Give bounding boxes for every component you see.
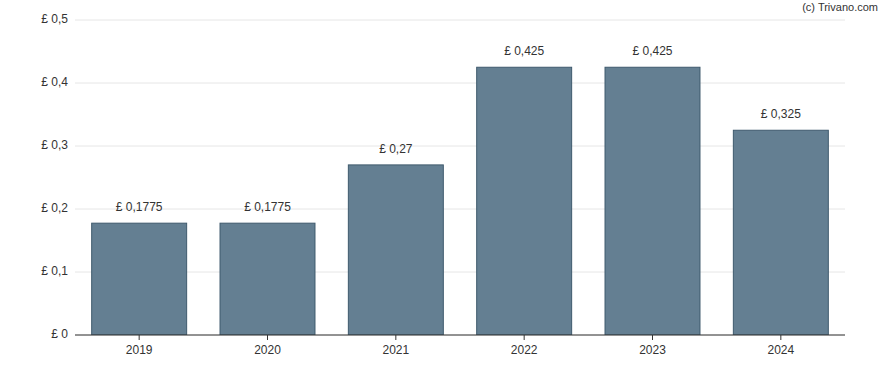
bar <box>605 67 700 335</box>
y-tick-label: £ 0,4 <box>41 75 68 89</box>
data-label: £ 0,1775 <box>244 200 291 214</box>
bar <box>92 223 187 335</box>
data-label: £ 0,425 <box>504 44 544 58</box>
grid-line <box>75 20 845 21</box>
y-tick-label: £ 0,1 <box>41 264 68 278</box>
bar <box>733 130 828 335</box>
data-label: £ 0,27 <box>379 142 413 156</box>
x-tick <box>267 335 268 340</box>
x-tick <box>652 335 653 340</box>
grid-line <box>75 209 845 210</box>
y-axis-line <box>75 20 76 335</box>
bars <box>92 67 829 335</box>
x-tick <box>524 335 525 340</box>
x-tick-label: 2020 <box>254 343 281 357</box>
data-label: £ 0,425 <box>632 44 672 58</box>
data-label: £ 0,1775 <box>116 200 163 214</box>
grid-line <box>75 335 845 336</box>
x-tick <box>139 335 140 340</box>
x-axis-line <box>75 335 845 336</box>
chart: £ 0 £ 0,1 £ 0,2 £ 0,3 £ 0,4 £ 0,5 £ 0,1775 £ 0,… <box>0 0 888 370</box>
credit: (c) Trivano.com <box>802 1 878 13</box>
y-tick-label: £ 0 <box>51 327 68 341</box>
bar <box>477 67 572 335</box>
grid-line <box>75 146 845 147</box>
y-tick-label: £ 0,3 <box>41 138 68 152</box>
data-label: £ 0,325 <box>761 107 801 121</box>
chart-container: £ 0 £ 0,1 £ 0,2 £ 0,3 £ 0,4 £ 0,5 £ 0,1775 £ 0,… <box>0 0 888 370</box>
x-tick-label: 2023 <box>639 343 666 357</box>
x-tick-label: 2019 <box>126 343 153 357</box>
bar <box>220 223 315 335</box>
x-tick-label: 2022 <box>511 343 538 357</box>
y-tick-label: £ 0,2 <box>41 201 68 215</box>
x-tick-label: 2024 <box>767 343 794 357</box>
y-tick-label: £ 0,5 <box>41 12 68 26</box>
grid-line <box>75 272 845 273</box>
x-tick <box>395 335 396 340</box>
x-tick-label: 2021 <box>382 343 409 357</box>
bar <box>348 165 443 335</box>
x-tick <box>780 335 781 340</box>
grid-line <box>75 83 845 84</box>
